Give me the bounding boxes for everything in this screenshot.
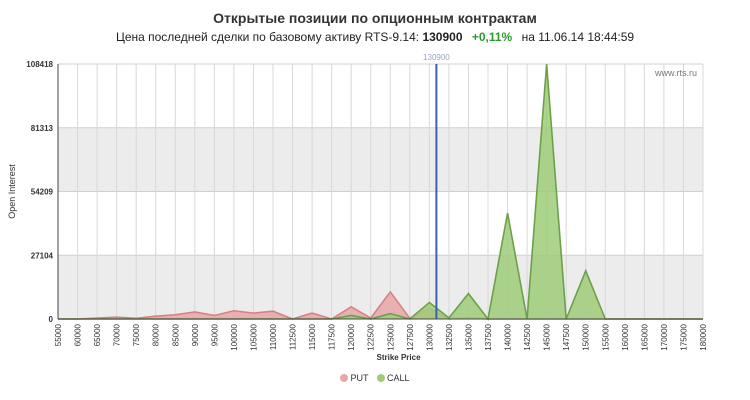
- x-tick-label: 95000: [210, 323, 219, 346]
- x-tick-label: 140000: [504, 323, 513, 350]
- x-tick-label: 142500: [523, 323, 532, 350]
- x-tick-label: 75000: [132, 323, 141, 346]
- x-tick-label: 170000: [660, 323, 669, 350]
- x-tick-label: 60000: [74, 323, 83, 346]
- x-tick-label: 85000: [171, 323, 180, 346]
- chart-title: Открытые позиции по опционным контрактам: [213, 10, 537, 26]
- grid-band: [58, 127, 703, 192]
- legend-item-put[interactable]: PUT: [340, 373, 368, 383]
- x-tick-label: 147500: [562, 323, 571, 350]
- x-tick-label: 70000: [113, 323, 122, 346]
- x-tick-label: 127500: [406, 323, 415, 350]
- x-tick-label: 160000: [621, 323, 630, 350]
- x-axis-label: Strike Price: [376, 353, 421, 362]
- current-price-label: 130900: [423, 53, 450, 62]
- x-tick-label: 80000: [152, 323, 161, 346]
- x-tick-label: 117500: [328, 323, 337, 350]
- chart-subtitle: Цена последней сделки по базовому активу…: [0, 30, 750, 44]
- watermark: www.rts.ru: [654, 68, 697, 78]
- x-tick-label: 112500: [289, 323, 298, 350]
- legend-label-call: CALL: [387, 373, 410, 383]
- x-tick-label: 132500: [445, 323, 454, 350]
- x-tick-label: 122500: [367, 323, 376, 350]
- x-tick-label: 120000: [347, 323, 356, 350]
- x-tick-label: 137500: [484, 323, 493, 350]
- y-tick-label: 27104: [31, 251, 54, 260]
- y-tick-label: 0: [49, 315, 54, 324]
- y-axis-label: Open Interest: [7, 164, 17, 219]
- x-tick-label: 100000: [230, 323, 239, 350]
- y-tick-label: 81313: [31, 124, 54, 133]
- x-tick-label: 115000: [308, 323, 317, 350]
- x-tick-label: 175000: [679, 323, 688, 350]
- put-swatch-icon: [340, 374, 349, 382]
- x-tick-label: 145000: [543, 323, 552, 350]
- x-tick-label: 90000: [191, 323, 200, 346]
- x-tick-label: 55000: [54, 323, 63, 346]
- x-tick-label: 125000: [386, 323, 395, 350]
- price-change: +0,11%: [471, 30, 513, 44]
- y-tick-label: 108418: [26, 60, 53, 69]
- x-tick-label: 65000: [93, 323, 102, 346]
- legend-item-call[interactable]: CALL: [377, 373, 410, 383]
- last-price: 130900: [422, 30, 463, 44]
- x-tick-label: 135000: [464, 323, 473, 350]
- y-tick-label: 54209: [31, 188, 54, 197]
- x-tick-label: 105000: [249, 323, 258, 350]
- x-tick-label: 180000: [699, 323, 708, 350]
- x-tick-label: 165000: [640, 323, 649, 350]
- legend: PUT CALL: [0, 373, 750, 383]
- x-tick-label: 150000: [582, 323, 591, 350]
- legend-label-put: PUT: [350, 373, 369, 383]
- call-swatch-icon: [377, 374, 385, 382]
- x-tick-label: 130000: [425, 323, 434, 350]
- subtitle-prefix: Цена последней сделки по базовому активу…: [115, 30, 420, 44]
- x-tick-label: 155000: [601, 323, 610, 350]
- timestamp: на 11.06.14 18:44:59: [521, 30, 635, 44]
- x-tick-label: 110000: [269, 323, 278, 350]
